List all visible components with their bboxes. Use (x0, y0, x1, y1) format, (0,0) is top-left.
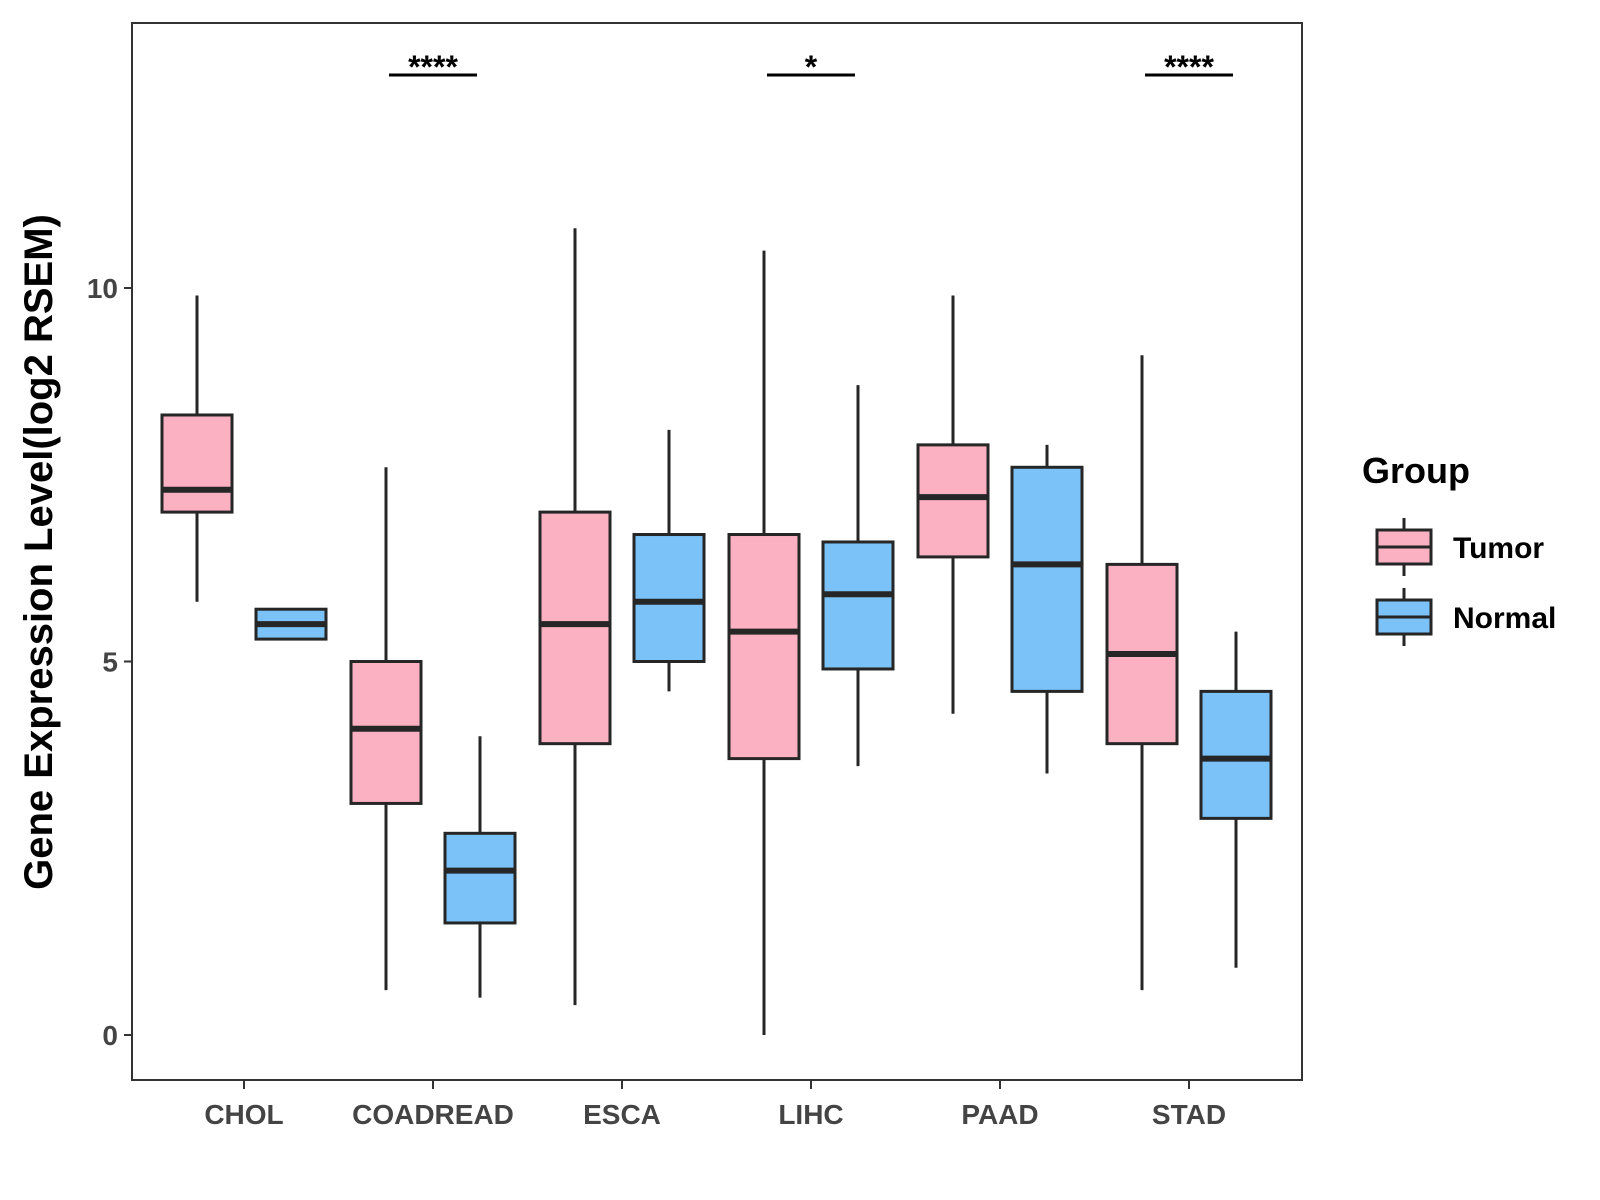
box-normal-stad (1199, 631, 1273, 968)
y-tick-label: 5 (102, 647, 118, 678)
legend-title: Group (1362, 450, 1470, 491)
box-iqr (821, 540, 895, 671)
significance-annotations: **** * **** (389, 49, 1233, 85)
x-tick-label: LIHC (778, 1099, 843, 1130)
box-iqr (727, 533, 801, 761)
box-tumor-lihc (727, 250, 801, 1035)
panel-border (131, 22, 1303, 1081)
legend-label: Normal (1453, 602, 1556, 635)
box-tumor-stad (1105, 355, 1179, 991)
box-iqr (349, 660, 423, 805)
y-tick-label: 0 (102, 1020, 118, 1051)
x-tick-label: STAD (1152, 1099, 1226, 1130)
box-iqr (443, 831, 517, 925)
significance-coadread: **** (389, 49, 477, 85)
y-axis-title: Gene Expression Level(log2 RSEM) (17, 214, 61, 890)
x-tick-label: COADREAD (352, 1099, 514, 1130)
box-tumor-esca (538, 228, 612, 1006)
legend: Group Tumor Normal (1362, 450, 1556, 646)
box-tumor-paad (916, 295, 990, 714)
box-iqr (160, 413, 234, 514)
box-iqr (1010, 465, 1084, 693)
legend-item-normal: Normal (1375, 588, 1556, 646)
box-tumor-chol (160, 295, 234, 602)
box-iqr (632, 533, 706, 664)
box-iqr (1199, 689, 1273, 820)
box-iqr (916, 443, 990, 559)
legend-label: Tumor (1453, 532, 1544, 565)
y-tick-label: 10 (87, 273, 118, 304)
significance-label: **** (1164, 49, 1214, 85)
box-normal-esca (632, 429, 706, 692)
x-tick-label: CHOL (204, 1099, 283, 1130)
box-tumor-coadread (349, 467, 423, 991)
significance-label: **** (408, 49, 458, 85)
y-axis: 0 5 10 (87, 273, 132, 1051)
box-normal-chol (254, 607, 328, 641)
x-tick-label: ESCA (583, 1099, 661, 1130)
x-tick-label: PAAD (961, 1099, 1038, 1130)
box-normal-lihc (821, 385, 895, 767)
plot-area (131, 22, 1303, 1081)
significance-stad: **** (1145, 49, 1233, 85)
legend-item-tumor: Tumor (1375, 518, 1544, 576)
significance-label: * (805, 49, 818, 85)
x-axis: CHOL COADREAD ESCA LIHC PAAD STAD (204, 1080, 1226, 1130)
box-iqr (538, 510, 612, 746)
box-normal-paad (1010, 444, 1084, 774)
box-normal-coadread (443, 736, 517, 998)
significance-lihc: * (767, 49, 855, 85)
